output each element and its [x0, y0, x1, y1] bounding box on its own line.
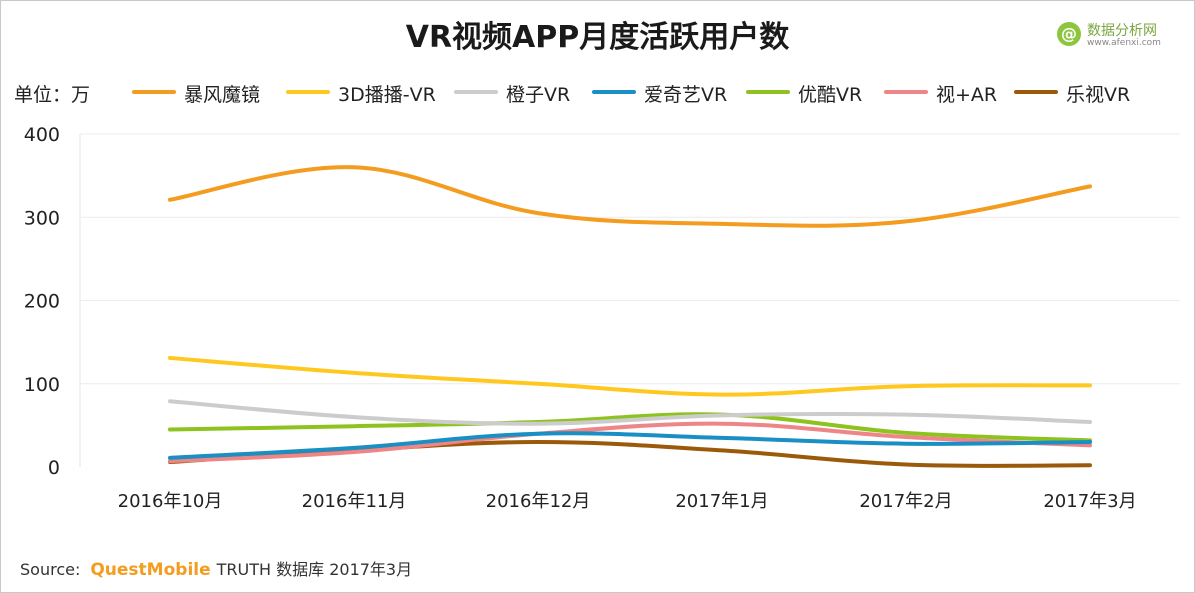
series-4-point	[536, 432, 540, 436]
unit-label: 单位：万	[14, 84, 91, 106]
series-6-point	[904, 435, 908, 439]
legend-label: 视+AR	[936, 84, 998, 106]
series-1-point	[1088, 184, 1092, 188]
series-3-point	[1088, 420, 1092, 424]
source-label: Source:	[20, 560, 81, 579]
at-sign-icon: @	[1057, 22, 1081, 46]
legend-swatch	[746, 90, 790, 94]
series-1-point	[720, 222, 724, 226]
legend-label: 爱奇艺VR	[644, 84, 728, 106]
legend-label: 优酷VR	[798, 84, 863, 106]
y-tick-label: 100	[24, 374, 60, 396]
series-4-point	[720, 436, 724, 440]
series-5-point	[352, 424, 356, 428]
series-line-3	[168, 399, 1092, 426]
y-tick-label: 400	[24, 124, 60, 146]
series-4-point	[168, 456, 172, 460]
series-1-point	[536, 211, 540, 215]
x-tick-label: 2017年1月	[675, 491, 768, 512]
legend-label: 3D播播-VR	[338, 84, 436, 106]
series-2-point	[168, 356, 172, 360]
source-line: Source: QuestMobile TRUTH 数据库 2017年3月	[20, 556, 412, 580]
legend-swatch	[454, 90, 498, 94]
series-3-point	[904, 413, 908, 417]
series-line-1	[168, 165, 1092, 228]
legend-label: 暴风魔镜	[184, 84, 261, 106]
series-3-point	[352, 415, 356, 419]
series-2-point	[1088, 383, 1092, 387]
y-tick-label: 0	[48, 457, 60, 479]
x-tick-label: 2016年12月	[486, 491, 591, 512]
series-4-point	[352, 446, 356, 450]
series-4-point	[904, 442, 908, 446]
series-line-2	[168, 355, 1092, 397]
logo-cn-text: 数据分析网	[1087, 23, 1157, 39]
x-tick-label: 2016年11月	[302, 491, 407, 512]
legend-swatch	[132, 90, 176, 94]
series-6-point	[720, 422, 724, 426]
legend-label: 乐视VR	[1066, 84, 1131, 106]
chart-title: VR视频APP月度活跃用户数	[405, 20, 790, 55]
series-7-point	[904, 463, 908, 467]
series-3-point	[720, 413, 724, 417]
series-line-6	[168, 421, 1092, 464]
series-3-point	[168, 399, 172, 403]
legend-swatch	[884, 90, 928, 94]
series-7-point	[1088, 463, 1092, 467]
series-2-point	[720, 393, 724, 397]
series-2-point	[536, 382, 540, 386]
brand-logo: @ 数据分析网 www.afenxi.com	[1057, 18, 1177, 52]
series-7-point	[536, 440, 540, 444]
series-line-5	[168, 412, 1092, 443]
x-tick-label: 2017年3月	[1043, 491, 1136, 512]
legend-swatch	[1014, 90, 1058, 94]
legend-swatch	[286, 90, 330, 94]
series-7-point	[720, 448, 724, 452]
series-5-point	[904, 431, 908, 435]
y-tick-label: 300	[24, 207, 60, 229]
source-detail: TRUTH 数据库 2017年3月	[216, 560, 413, 579]
y-tick-label: 200	[24, 291, 60, 313]
series-1-point	[352, 165, 356, 169]
series-2-point	[904, 384, 908, 388]
legend-swatch	[592, 90, 636, 94]
series-3-point	[536, 422, 540, 426]
series-line-4	[168, 431, 1092, 460]
series-1-point	[168, 198, 172, 202]
x-tick-label: 2017年2月	[859, 491, 952, 512]
source-brand: QuestMobile	[90, 560, 211, 580]
series-2-point	[352, 371, 356, 375]
x-tick-label: 2016年10月	[118, 491, 223, 512]
series-4-point	[1088, 440, 1092, 444]
logo-url-text: www.afenxi.com	[1087, 38, 1161, 48]
series-6-point	[352, 450, 356, 454]
series-5-point	[168, 428, 172, 432]
series-1-point	[904, 219, 908, 223]
legend-label: 橙子VR	[506, 84, 571, 106]
